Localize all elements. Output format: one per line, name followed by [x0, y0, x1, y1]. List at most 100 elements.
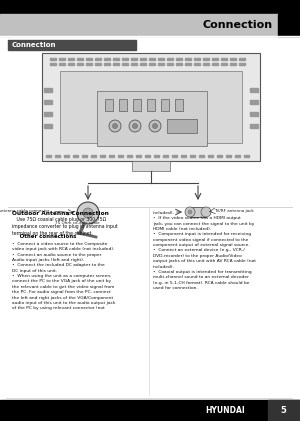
Bar [149, 63, 155, 65]
Bar [68, 58, 74, 60]
Bar [185, 63, 191, 65]
Text: Connection: Connection [203, 20, 273, 30]
Bar [278, 14, 300, 36]
Bar [172, 155, 177, 157]
Bar [212, 63, 218, 65]
Bar [239, 58, 245, 60]
Bar [203, 63, 209, 65]
Bar [250, 112, 258, 116]
Bar [175, 99, 183, 111]
Bar [8, 40, 136, 50]
Bar [161, 99, 169, 111]
Circle shape [129, 120, 141, 132]
Bar [194, 58, 200, 60]
Bar [176, 58, 182, 60]
Circle shape [112, 123, 118, 128]
Bar [0, 0, 300, 14]
Bar [86, 58, 92, 60]
Bar [119, 99, 127, 111]
Bar [131, 63, 137, 65]
Bar [250, 124, 258, 128]
Bar [60, 71, 242, 143]
Bar [158, 58, 164, 60]
Bar [167, 63, 173, 65]
Bar [50, 63, 56, 65]
Circle shape [149, 120, 161, 132]
Text: TV/RF antenna jack: TV/RF antenna jack [214, 209, 254, 213]
Bar [131, 58, 137, 60]
Bar [212, 58, 218, 60]
Bar [127, 155, 132, 157]
Bar [167, 119, 197, 133]
Bar [104, 63, 110, 65]
Text: Outdoor Antenna Connection: Outdoor Antenna Connection [12, 211, 109, 216]
Bar [113, 63, 119, 65]
Bar [100, 155, 105, 157]
Bar [190, 207, 206, 217]
Bar [230, 63, 236, 65]
Bar [44, 100, 52, 104]
Bar [104, 58, 110, 60]
Bar [64, 155, 69, 157]
Bar [50, 58, 56, 60]
Bar [95, 63, 101, 65]
Bar [185, 58, 191, 60]
Bar [244, 155, 249, 157]
Text: HYUNDAI: HYUNDAI [205, 406, 245, 415]
Bar [44, 124, 52, 128]
Text: •  Connect a video source to the Composite
video input jack with RCA cable (not : • Connect a video source to the Composit… [12, 242, 116, 310]
Bar [59, 58, 65, 60]
Bar [217, 155, 222, 157]
Bar [268, 400, 300, 421]
Bar [250, 88, 258, 92]
Bar [149, 58, 155, 60]
Bar [97, 91, 207, 146]
Bar [190, 155, 195, 157]
Text: included).
•  If the video source has a HDMI output
jack, you can connect the si: included). • If the video source has a H… [153, 211, 256, 290]
Bar [226, 155, 231, 157]
Bar [55, 155, 60, 157]
Bar [167, 58, 173, 60]
Circle shape [152, 123, 158, 128]
Circle shape [83, 208, 93, 218]
Bar [199, 155, 204, 157]
Bar [82, 155, 87, 157]
Bar [136, 155, 141, 157]
Bar [208, 155, 213, 157]
Text: 5: 5 [280, 406, 286, 415]
Bar [42, 53, 260, 161]
Bar [0, 400, 300, 421]
Bar [109, 155, 114, 157]
Circle shape [185, 207, 195, 217]
Bar [176, 63, 182, 65]
Bar [44, 88, 52, 92]
Bar [221, 58, 227, 60]
Circle shape [188, 210, 192, 214]
Circle shape [201, 207, 211, 217]
Bar [122, 58, 128, 60]
Circle shape [109, 120, 121, 132]
Bar [0, 14, 278, 36]
Bar [147, 99, 155, 111]
Bar [77, 58, 83, 60]
Text: Antenna cable connector: Antenna cable connector [0, 209, 50, 213]
Bar [46, 155, 51, 157]
Bar [239, 63, 245, 65]
Bar [140, 58, 146, 60]
Bar [95, 58, 101, 60]
Bar [122, 63, 128, 65]
Bar [145, 155, 150, 157]
Bar [163, 155, 168, 157]
Bar [68, 63, 74, 65]
Bar [86, 63, 92, 65]
Bar [105, 99, 113, 111]
Bar [133, 99, 141, 111]
Bar [154, 155, 159, 157]
Bar [158, 63, 164, 65]
Bar [118, 155, 123, 157]
Bar [194, 63, 200, 65]
Text: Other connections: Other connections [14, 234, 76, 239]
Bar [250, 100, 258, 104]
Bar [230, 58, 236, 60]
Bar [77, 63, 83, 65]
